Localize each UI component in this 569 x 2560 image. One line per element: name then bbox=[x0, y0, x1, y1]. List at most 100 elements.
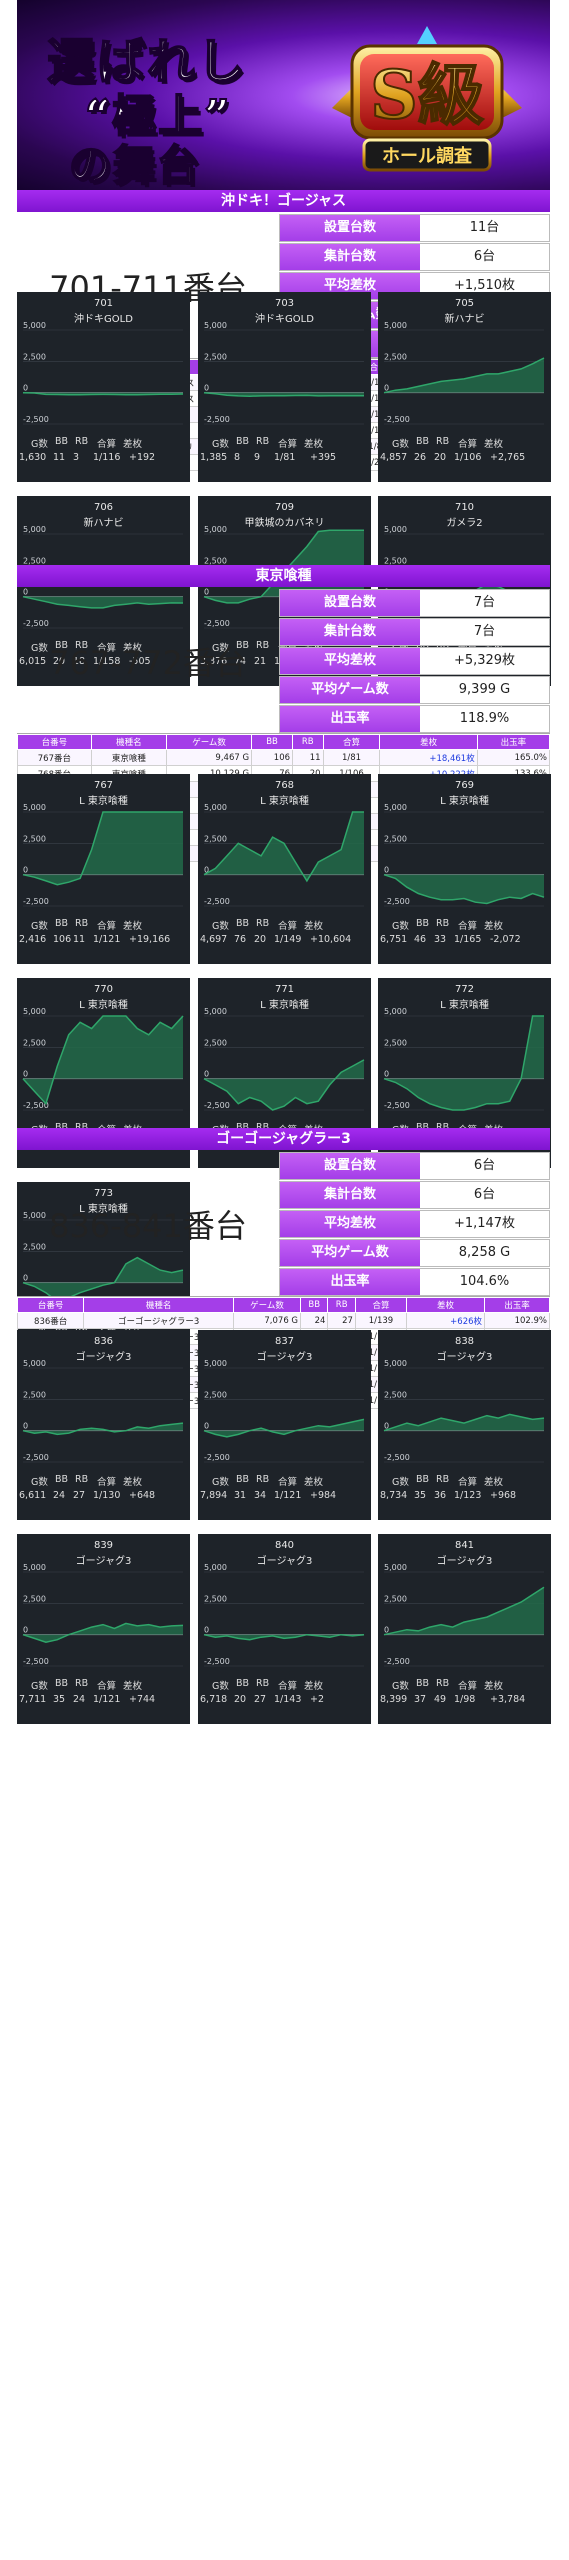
stats-value: 1/81 bbox=[274, 452, 296, 463]
stats-value: 7,711 bbox=[19, 1694, 47, 1705]
stats-header-label: RB bbox=[436, 1678, 450, 1689]
machine-number: 773 bbox=[93, 1188, 114, 1199]
axis-tick-label: 2,500 bbox=[204, 834, 227, 843]
stats-header-label: 差枚 bbox=[123, 643, 143, 654]
axis-tick-label: 2,500 bbox=[384, 352, 407, 361]
table-cell: 1/81 bbox=[322, 749, 381, 766]
summary-label: 出玉率 bbox=[280, 1269, 420, 1295]
axis-tick-label: -2,500 bbox=[23, 1101, 49, 1110]
axis-tick-label: -2,500 bbox=[23, 897, 49, 906]
slump-graph-card[interactable]: 705 新ハナビ 5,000 2,500 0 -2,500 G数 BB RB 合算 差枚 4,857 2… bbox=[378, 292, 551, 482]
stats-value: 37 bbox=[414, 1694, 427, 1705]
slump-graph-card[interactable]: 703 沖ドキGOLD 5,000 2,500 0 -2,500 G数 BB RB 合算 差枚 1,3… bbox=[198, 292, 371, 482]
stats-header-label: RB bbox=[436, 1474, 450, 1485]
machine-name: 沖ドキGOLD bbox=[74, 314, 133, 325]
badge-letter: S級 bbox=[370, 56, 484, 134]
axis-tick-label: 0 bbox=[23, 1070, 28, 1079]
stats-header-label: G数 bbox=[212, 643, 229, 654]
axis-tick-label: -2,500 bbox=[204, 619, 230, 628]
axis-tick-label: 2,500 bbox=[23, 1594, 46, 1603]
slump-graph-card[interactable]: 769 L 東京喰種 5,000 2,500 0 -2,500 G数 BB RB 合算 差枚 6,75… bbox=[378, 774, 551, 964]
banner-title-line1: 選ばれし bbox=[46, 33, 248, 91]
slump-line bbox=[203, 1059, 365, 1111]
table-row[interactable]: 836番台 ゴーゴージャグラー3 7,076 G 24 27 1/139 +626枚 102.… bbox=[16, 1312, 550, 1329]
slump-graph-card[interactable]: 839 ゴージャグ3 5,000 2,500 0 -2,500 G数 BB RB 合算 差枚 7,71… bbox=[17, 1534, 190, 1724]
summary-row: 設置台数 11台 bbox=[279, 214, 550, 242]
stats-value: 7,894 bbox=[200, 1490, 228, 1501]
slump-graph-card[interactable]: 768 L 東京喰種 5,000 2,500 0 -2,500 G数 BB RB 合算 差枚 4,69… bbox=[198, 774, 371, 964]
summary-panel: 836-841番台 設置台数 6台 集計台数 6台 平均差枚 +1,147枚 平均ゲーム数 8,… bbox=[17, 1150, 550, 1297]
slump-line bbox=[383, 357, 545, 394]
slump-graph-card[interactable]: 838 ゴージャグ3 5,000 2,500 0 -2,500 G数 BB RB 合算 差枚 8,73… bbox=[378, 1330, 551, 1520]
stats-value: 34 bbox=[254, 1490, 267, 1501]
stats-value: 1/121 bbox=[93, 1694, 121, 1705]
stats-value: 6,751 bbox=[380, 934, 408, 945]
stats-header-label: BB bbox=[416, 436, 430, 447]
table-cell: 9,467 G bbox=[166, 749, 253, 766]
summary-value: +5,329枚 bbox=[420, 648, 549, 674]
slump-graph-card[interactable]: 836 ゴージャグ3 5,000 2,500 0 -2,500 G数 BB RB 合算 差枚 6,61… bbox=[17, 1330, 190, 1520]
stats-header-label: BB bbox=[55, 1122, 68, 1133]
machine-name: ガメラ2 bbox=[446, 518, 483, 529]
slump-graph: 5,000 2,500 0 -2,500 bbox=[203, 1007, 365, 1111]
stats-header-label: G数 bbox=[392, 921, 409, 932]
slump-area bbox=[384, 1587, 544, 1635]
summary-row: 集計台数 6台 bbox=[279, 243, 550, 271]
machine-name: 新ハナビ bbox=[444, 314, 485, 325]
axis-tick-label: 0 bbox=[384, 384, 389, 393]
summary-row: 平均差枚 +5,329枚 bbox=[279, 647, 550, 675]
stats-value: 3,376 bbox=[200, 656, 228, 667]
summary-row: 集計台数 7台 bbox=[279, 618, 550, 646]
s-rank-badge: S級 ホール調査 bbox=[332, 26, 522, 172]
axis-tick-label: -2,500 bbox=[204, 1101, 230, 1110]
slump-line bbox=[383, 873, 545, 905]
slump-graph: 5,000 2,500 0 -2,500 bbox=[203, 1563, 365, 1667]
table-cell: 106 bbox=[251, 749, 294, 766]
table-cell: +18,461枚 bbox=[379, 749, 478, 766]
stats-value: 4,857 bbox=[380, 452, 408, 463]
machine-name: ゴージャグ3 bbox=[436, 1556, 493, 1567]
axis-tick-label: 2,500 bbox=[384, 834, 407, 843]
slump-line bbox=[383, 1015, 544, 1111]
axis-tick-label: 2,500 bbox=[23, 1242, 46, 1251]
axis-tick-label: 0 bbox=[204, 1626, 209, 1635]
axis-tick-label: -2,500 bbox=[23, 415, 49, 424]
slump-line bbox=[22, 1015, 184, 1106]
stats-header-label: RB bbox=[436, 436, 450, 447]
axis-tick-label: 0 bbox=[204, 866, 209, 875]
table-row[interactable]: 767番台 東京喰種 9,467 G 106 11 1/81 +18,461枚 165.0% bbox=[17, 749, 551, 766]
axis-tick-label: 5,000 bbox=[23, 1211, 46, 1220]
stats-header-label: G数 bbox=[392, 439, 409, 450]
stats-value: 35 bbox=[53, 1694, 66, 1705]
slump-graph-card[interactable]: 840 ゴージャグ3 5,000 2,500 0 -2,500 G数 BB RB 合算 差枚 6,71… bbox=[198, 1534, 371, 1724]
stats-value: 4,697 bbox=[200, 934, 228, 945]
stats-value: 20 bbox=[53, 656, 66, 667]
stats-header-label: 合算 bbox=[97, 439, 117, 450]
slump-graph-card[interactable]: 837 ゴージャグ3 5,000 2,500 0 -2,500 G数 BB RB 合算 差枚 7,89… bbox=[198, 1330, 371, 1520]
slump-area bbox=[204, 812, 364, 881]
summary-label: 平均差枚 bbox=[280, 1211, 420, 1237]
stats-header-label: G数 bbox=[31, 921, 48, 932]
slump-graph: 5,000 2,500 0 -2,500 bbox=[203, 803, 364, 907]
banner-title-line3: の舞台 bbox=[68, 140, 202, 191]
stats-value: 1/121 bbox=[274, 1490, 302, 1501]
slump-graph-card[interactable]: 841 ゴージャグ3 5,000 2,500 0 -2,500 G数 BB RB 合算 差枚 8,39… bbox=[378, 1534, 551, 1724]
stats-value: 1,630 bbox=[19, 452, 47, 463]
axis-tick-label: 2,500 bbox=[384, 1594, 407, 1603]
axis-tick-label: -2,500 bbox=[204, 1453, 230, 1462]
axis-tick-label: -2,500 bbox=[384, 897, 410, 906]
stats-value: 20 bbox=[434, 452, 447, 463]
slump-graph-card[interactable]: 706 新ハナビ 5,000 2,500 0 -2,500 G数 BB RB 合算 差枚 6,015 2… bbox=[17, 496, 190, 686]
machine-name: ゴージャグ3 bbox=[436, 1352, 493, 1363]
axis-tick-label: -2,500 bbox=[204, 415, 230, 424]
slump-graph-card[interactable]: 701 沖ドキGOLD 5,000 2,500 0 -2,500 G数 BB RB 合算 差枚 1,6… bbox=[17, 292, 190, 482]
stats-header-label: 合算 bbox=[97, 643, 117, 654]
slump-graph-card[interactable]: 767 L 東京喰種 5,000 2,500 0 -2,500 G数 BB RB 合算 差枚 2,41… bbox=[17, 774, 190, 964]
stats-value: 1/98 bbox=[454, 1694, 476, 1705]
table-header-cell: 出玉率 bbox=[484, 1297, 550, 1313]
stats-value: 1,385 bbox=[200, 452, 228, 463]
machine-number: 768 bbox=[274, 780, 295, 791]
summary-label: 設置台数 bbox=[280, 1153, 420, 1179]
stats-value: +395 bbox=[310, 452, 337, 463]
axis-tick-label: -2,500 bbox=[384, 415, 410, 424]
